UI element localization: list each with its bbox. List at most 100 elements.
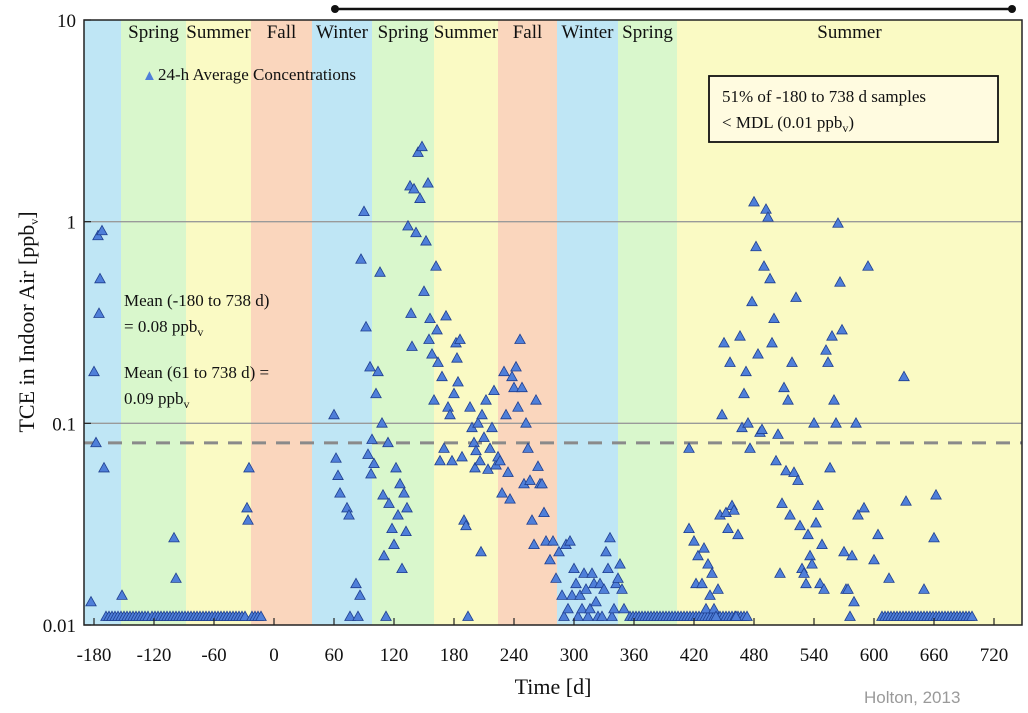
data-point (826, 330, 838, 341)
data-point (469, 461, 481, 473)
mdl-point (741, 610, 753, 621)
data-point (418, 285, 430, 296)
data-point (456, 450, 468, 462)
data-point (734, 330, 746, 341)
data-point (343, 508, 355, 520)
data-point (478, 431, 490, 442)
data-point (382, 436, 394, 448)
data-point (355, 253, 367, 264)
data-point (488, 384, 500, 396)
data-point (405, 307, 417, 318)
data-point (398, 486, 410, 498)
top-arrow-start (331, 5, 339, 13)
data-point (850, 417, 862, 428)
data-point (572, 610, 584, 621)
data-point (858, 501, 870, 513)
data-point (390, 461, 402, 473)
data-point (448, 387, 460, 399)
data-point (90, 436, 102, 448)
data-point (522, 442, 534, 453)
y-tick-label: 0.1 (52, 414, 76, 435)
data-point (502, 466, 514, 477)
season-labels: Spring Summer Fall Winter Spring Summer Fall Wi… (128, 22, 882, 43)
data-point (376, 417, 388, 428)
data-point (590, 595, 602, 607)
data-point (752, 347, 764, 359)
data-point (366, 433, 378, 444)
mdl-markers (100, 610, 978, 621)
data-point (401, 501, 413, 513)
top-arrow-end (1008, 5, 1016, 13)
data-point (606, 610, 618, 621)
data-point (612, 572, 624, 583)
data-point (756, 423, 768, 434)
data-point (428, 394, 440, 405)
data-point (365, 467, 377, 479)
data-point (683, 522, 695, 534)
data-point (408, 182, 420, 194)
data-point (774, 567, 786, 578)
season-band-0 (84, 20, 121, 625)
data-point (553, 545, 565, 557)
data-point (778, 381, 790, 393)
data-point (794, 519, 806, 531)
data-point (832, 217, 844, 228)
data-point (330, 452, 342, 463)
legend-label: 24-h Average Concentrations (158, 65, 356, 84)
data-point (85, 595, 97, 607)
data-point (578, 567, 590, 578)
data-point (242, 514, 254, 525)
x-tick-label: 60 (325, 645, 344, 666)
data-point (550, 572, 562, 583)
data-point (475, 545, 487, 557)
data-point (431, 323, 443, 335)
data-point (388, 538, 400, 549)
data-point (742, 417, 754, 428)
data-point (406, 340, 418, 351)
data-point (772, 428, 784, 439)
data-point (484, 442, 496, 453)
data-point (420, 234, 432, 246)
data-point (616, 583, 628, 594)
data-point (422, 176, 434, 188)
data-point (538, 506, 550, 518)
data-point (834, 276, 846, 287)
data-point (506, 370, 518, 382)
data-point (332, 469, 344, 480)
data-point (576, 602, 588, 614)
data-point (504, 492, 516, 504)
data-point (732, 528, 744, 540)
data-point (476, 408, 488, 420)
season-label-10: Summer (817, 22, 882, 43)
data-point (764, 272, 776, 284)
data-point (364, 360, 376, 372)
x-tick-label: -180 (77, 645, 112, 666)
data-point (414, 192, 426, 203)
season-label-8: Winter (562, 22, 615, 43)
data-point (822, 356, 834, 367)
data-point (400, 525, 412, 536)
data-point (810, 516, 822, 528)
data-point (88, 365, 100, 377)
data-point (604, 531, 616, 543)
data-point (818, 583, 830, 594)
data-point (372, 365, 384, 377)
data-point (730, 610, 742, 621)
data-point (374, 266, 386, 277)
data-point (798, 567, 810, 578)
data-point (702, 557, 714, 569)
data-point (900, 495, 912, 506)
data-point (683, 442, 695, 453)
annotation-line-2: < MDL (0.01 ppbv) (722, 113, 854, 135)
data-point (328, 408, 340, 420)
data-point (846, 549, 858, 561)
season-band-1 (121, 20, 186, 625)
data-point (480, 394, 492, 405)
data-point (462, 610, 474, 621)
data-point (568, 562, 580, 574)
data-point (472, 417, 484, 428)
data-point (494, 454, 506, 466)
data-point (780, 464, 792, 476)
data-point (486, 421, 498, 433)
data-point (710, 610, 722, 621)
